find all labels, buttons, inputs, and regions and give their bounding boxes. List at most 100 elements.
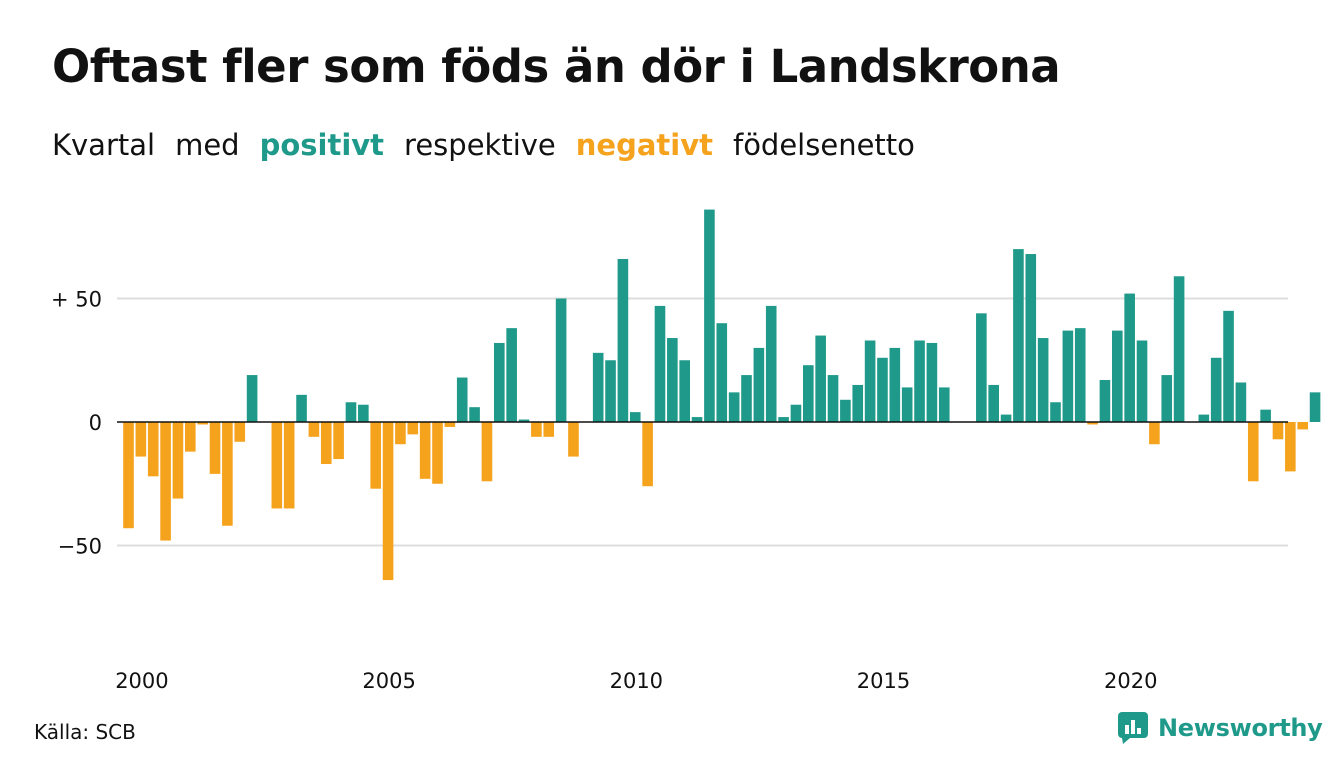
chart-subtitle: Kvartal med positivt respektive negativt föde… [52,128,935,162]
bar [358,404,369,422]
y-tick-label: + 50 [51,288,102,312]
subtitle-positive-label: positivt [259,128,385,162]
bar [1235,382,1247,422]
bar [704,209,715,422]
bar [123,422,134,529]
bar [543,422,555,437]
newsworthy-logo-icon [1118,712,1148,744]
bar [728,392,740,422]
bar [815,335,826,422]
bar [827,375,839,422]
bar [296,394,307,422]
bar [642,422,653,487]
bar [592,352,604,422]
bar [852,384,864,422]
bar [914,340,925,422]
bar [370,422,381,489]
bar [568,422,579,457]
bar [778,417,789,422]
bar [197,422,208,425]
bar [1000,414,1012,422]
bar [506,328,517,422]
bar [716,323,728,422]
bar [1013,249,1024,422]
bar [320,422,332,464]
bar [679,360,690,422]
bar [531,422,542,437]
subtitle-word-respektive: respektive [404,128,556,162]
bar [1223,310,1234,422]
bar [222,422,233,526]
bar [1037,338,1049,422]
bar [1050,402,1061,422]
bar [629,412,641,422]
bar [172,422,184,499]
x-tick-label: 2005 [362,669,415,693]
bar [976,313,987,422]
source-note: Källa: SCB [34,720,136,744]
bar [333,422,344,460]
bar [988,384,999,422]
bar [1074,328,1086,422]
bar [765,305,777,422]
bar [456,377,468,422]
bar [617,258,629,422]
bar [382,422,394,581]
bar [494,342,505,422]
bar [1161,375,1173,422]
subtitle-word-med: med [175,128,240,162]
bar [1198,414,1210,422]
bar [1112,330,1123,422]
bar [345,402,357,422]
bar [1124,293,1135,422]
brand-name: Newsworthy [1158,714,1323,742]
bar [246,375,258,422]
bar [1025,254,1037,422]
bar [234,422,246,442]
bar [1309,392,1321,422]
bar [926,342,938,422]
bar [395,422,406,445]
x-tick-label: 2015 [857,669,910,693]
bar [481,422,493,482]
bar [790,404,802,422]
bar [469,407,480,422]
x-tick-label: 2010 [610,669,663,693]
bar [1210,357,1222,422]
bar [160,422,171,541]
subtitle-negative-label: negativt [575,128,713,162]
bar [1062,330,1074,422]
bar [753,347,765,422]
bar [185,422,196,452]
bar [605,360,616,422]
bar [555,298,567,422]
bar [803,365,814,422]
bar [444,422,456,427]
bar [741,375,752,422]
bar [308,422,320,437]
bar [938,387,950,422]
bar [147,422,159,477]
bar [1173,276,1185,422]
bar [1099,380,1111,422]
bar [135,422,147,457]
bar [1136,340,1148,422]
bar [877,357,888,422]
bar [271,422,283,509]
x-tick-label: 2000 [115,669,168,693]
bar [1247,422,1259,482]
bar [1297,422,1308,430]
y-tick-label: 0 [89,411,102,435]
bar [1285,422,1296,472]
bar [1272,422,1284,440]
bar [1087,422,1098,425]
bar [283,422,295,509]
bar [209,422,221,474]
x-tick-label: 2020 [1104,669,1157,693]
bar [691,417,703,422]
bar [667,338,678,422]
bar [889,347,901,422]
bar [1149,422,1160,445]
chart-title: Oftast fler som föds än dör i Landskrona [52,40,1061,93]
brand-logo: Newsworthy [1118,712,1323,744]
